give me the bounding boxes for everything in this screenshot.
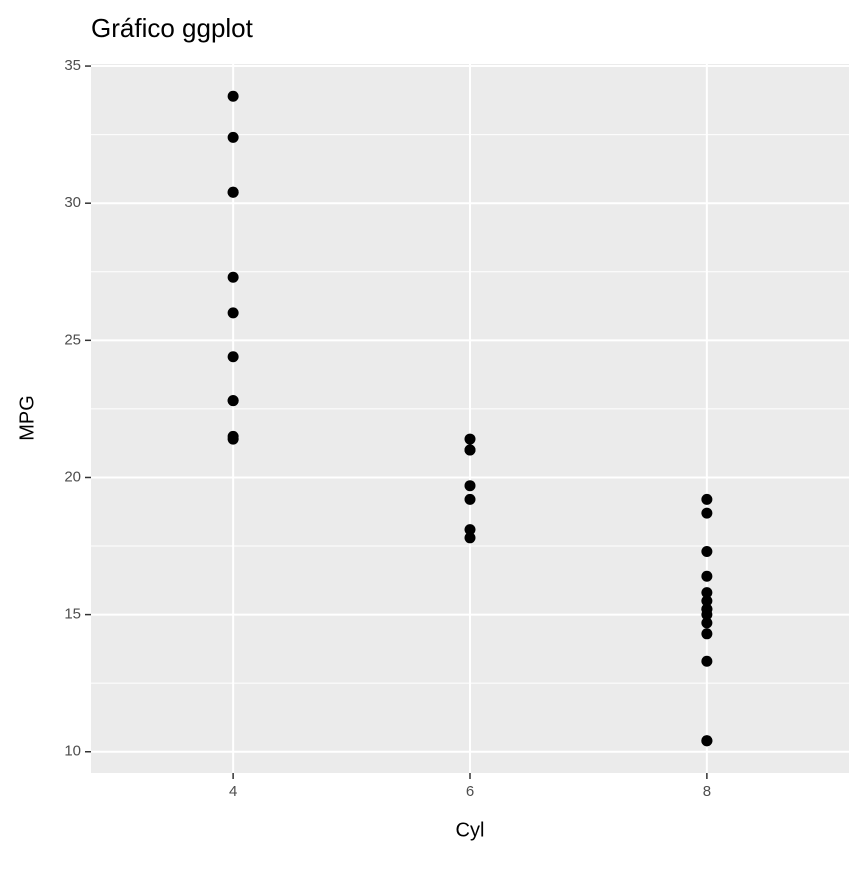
point (227, 186, 239, 198)
point (227, 351, 239, 363)
point (701, 546, 713, 558)
chart-title: Gráfico ggplot (91, 13, 254, 43)
y-axis-label: MPG (16, 395, 38, 441)
point (464, 493, 476, 505)
y-tick-label: 35 (64, 57, 81, 74)
point (227, 307, 239, 319)
x-tick-label: 6 (466, 783, 474, 800)
y-tick-label: 25 (64, 331, 81, 348)
point (701, 587, 713, 599)
point (464, 532, 476, 544)
y-tick-label: 20 (64, 468, 81, 485)
point (464, 480, 476, 492)
point (701, 628, 713, 640)
y-tick-label: 30 (64, 194, 81, 211)
point (227, 395, 239, 407)
point (701, 595, 713, 607)
point (701, 493, 713, 505)
point (227, 90, 239, 102)
point (701, 617, 713, 629)
point (701, 735, 713, 747)
point (227, 271, 239, 283)
point (464, 444, 476, 456)
point (701, 507, 713, 519)
point (227, 131, 239, 143)
point (701, 570, 713, 582)
point (701, 609, 713, 621)
y-tick-label: 10 (64, 743, 81, 760)
x-axis-label: Cyl (456, 819, 485, 841)
y-tick-label: 15 (64, 606, 81, 623)
point (464, 524, 476, 536)
x-tick-label: 4 (229, 783, 237, 800)
point (701, 655, 713, 667)
x-tick-label: 8 (703, 783, 711, 800)
point (464, 433, 476, 445)
point (227, 433, 239, 445)
